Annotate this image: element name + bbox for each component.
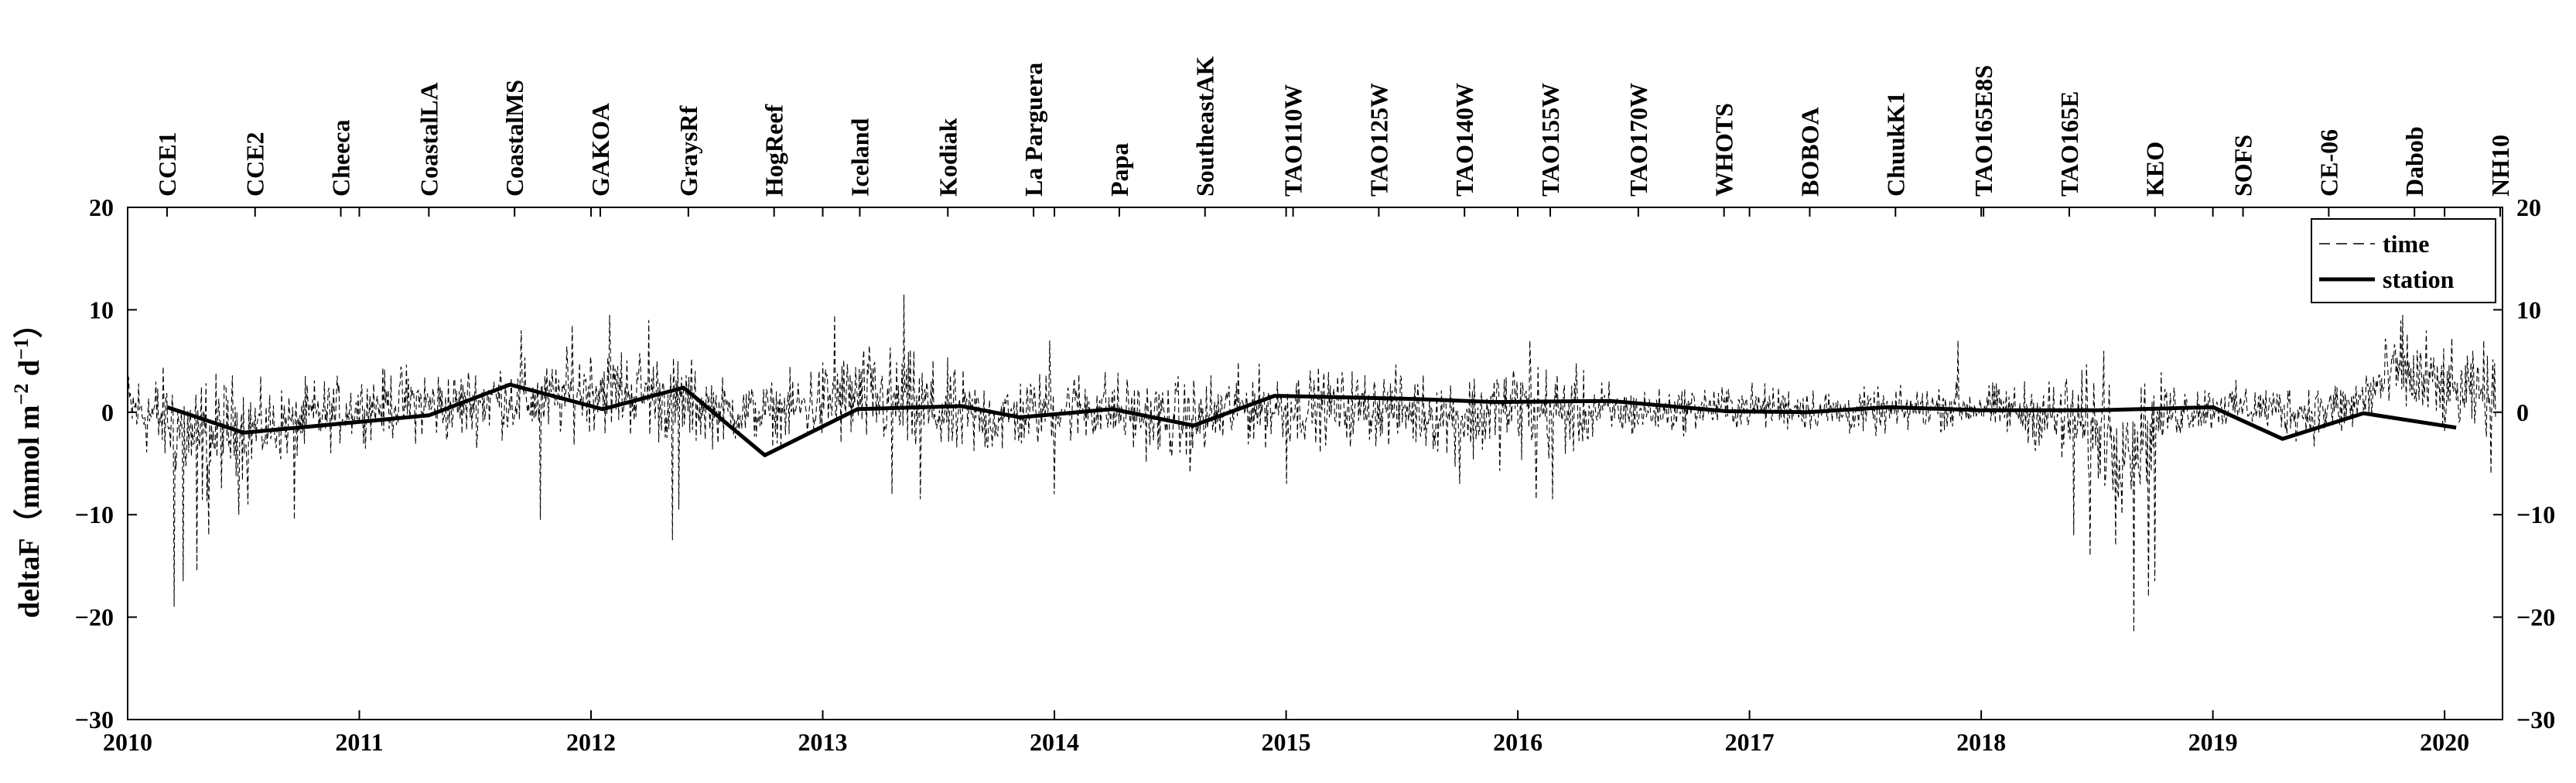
station-label: CoastalLA — [415, 82, 442, 197]
y-tick-label-right: −30 — [2516, 706, 2555, 733]
x-tick-label: 2012 — [566, 728, 616, 756]
station-axis: CCE1 CCE2 Cheeca CoastalLA CoastalMS GAKOA Gra… — [153, 56, 2514, 217]
station-label: HogReef — [760, 104, 788, 197]
station-label: CE-06 — [2315, 129, 2342, 197]
y-tick-label: −20 — [75, 603, 114, 631]
x-tick-label: 2011 — [335, 728, 383, 756]
time-series-line — [127, 294, 2496, 633]
x-tick-label: 2020 — [2420, 728, 2469, 756]
station-label: NH10 — [2486, 135, 2514, 197]
y-tick-label: −30 — [75, 706, 114, 733]
station-label: WHOTS — [1710, 103, 1738, 197]
y-tick-label-right: −20 — [2516, 603, 2555, 631]
y-axis-label-base: deltaF（mmol m — [13, 405, 46, 617]
plot-frame — [127, 207, 2503, 720]
x-tick-label: 2016 — [1493, 728, 1543, 756]
x-tick-label: 2015 — [1262, 728, 1311, 756]
station-series-line — [166, 382, 2457, 457]
station-label: Iceland — [846, 118, 873, 197]
y-axis-label-sup1: −2 — [10, 384, 32, 405]
y-axis-label-end: ） — [13, 309, 46, 338]
station-label: BOBOA — [1795, 107, 1823, 197]
station-label: Kodiak — [934, 118, 962, 197]
station-series — [166, 382, 2457, 457]
y-axis-label-sup2: −1 — [10, 338, 32, 360]
x-tick-label: 2013 — [798, 728, 848, 756]
y-axis-label-mid: d — [13, 360, 46, 384]
x-tick-label: 2014 — [1030, 728, 1079, 756]
station-label: TAO140W — [1450, 83, 1478, 197]
y-tick-label: 0 — [101, 398, 114, 426]
x-tick-label: 2017 — [1725, 728, 1775, 756]
y-tick-label-right: 20 — [2516, 193, 2541, 221]
station-label: TAO155W — [1536, 83, 1564, 197]
y-tick-label-right: 0 — [2516, 398, 2529, 426]
station-label: Cheeca — [327, 119, 355, 197]
y-tick-label: 20 — [89, 193, 114, 221]
x-tick-label: 2019 — [2188, 728, 2238, 756]
station-label: TAO110W — [1279, 84, 1307, 197]
station-label: CoastalMS — [501, 80, 528, 197]
legend: time station — [2311, 218, 2496, 303]
y-tick-label: 10 — [89, 296, 114, 323]
axes: 2010 2011 2012 2013 2014 2015 2016 2017 2018 2019… — [75, 193, 2555, 756]
station-label: CCE2 — [241, 132, 269, 197]
legend-label-time: time — [2383, 230, 2429, 258]
station-label: SOFS — [2229, 135, 2257, 197]
station-label: Papa — [1105, 143, 1133, 197]
station-label: GraysRf — [675, 105, 702, 197]
x-tick-label: 2010 — [103, 728, 152, 756]
station-label: TAO165E8S — [1970, 65, 1997, 197]
station-label: La Parguera — [1020, 63, 1047, 197]
x-tick-label: 2018 — [1956, 728, 2006, 756]
station-label: TAO125W — [1365, 83, 1392, 197]
time-series — [127, 294, 2496, 633]
station-label: ChuukK1 — [1881, 92, 1909, 197]
station-label: TAO170W — [1625, 83, 1652, 197]
station-label: Dabob — [2400, 126, 2428, 197]
station-label: GAKOA — [586, 103, 614, 197]
station-label: SoutheastAK — [1191, 56, 1219, 197]
legend-label-station: station — [2383, 265, 2455, 293]
y-tick-label-right: −10 — [2516, 501, 2555, 528]
station-label: CCE1 — [153, 132, 181, 197]
y-tick-label: −10 — [75, 501, 114, 528]
y-tick-label-right: 10 — [2516, 296, 2541, 323]
station-label: KEO — [2141, 142, 2169, 197]
legend-box — [2311, 218, 2496, 303]
station-label: TAO165E — [2055, 91, 2083, 197]
y-axis-label: deltaF（mmol m−2 d−1） — [10, 309, 46, 618]
